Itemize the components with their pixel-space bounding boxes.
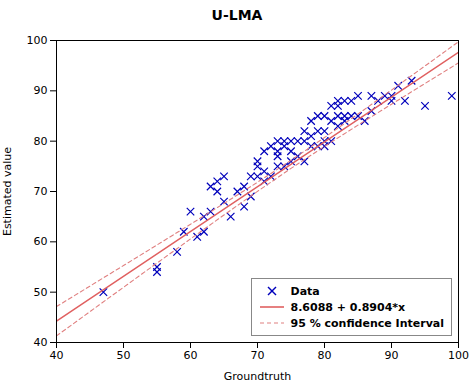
svg-text:100: 100 bbox=[448, 349, 469, 362]
svg-text:Estimated value: Estimated value bbox=[1, 147, 14, 236]
svg-text:90: 90 bbox=[385, 349, 399, 362]
svg-text:60: 60 bbox=[34, 235, 48, 248]
svg-text:40: 40 bbox=[34, 336, 48, 349]
svg-text:60: 60 bbox=[184, 349, 198, 362]
svg-text:70: 70 bbox=[251, 349, 265, 362]
svg-text:90: 90 bbox=[34, 84, 48, 97]
svg-text:40: 40 bbox=[50, 349, 64, 362]
html-text:95 % confidence Interval: 95 % confidence Interval bbox=[290, 316, 444, 330]
svg-text:50: 50 bbox=[117, 349, 131, 362]
svg-text:Groundtruth: Groundtruth bbox=[224, 370, 292, 383]
html-text:8.6088 + 0.8904*x: 8.6088 + 0.8904*x bbox=[290, 300, 406, 314]
svg-text:80: 80 bbox=[34, 135, 48, 148]
svg-text:70: 70 bbox=[34, 185, 48, 198]
html-text:U-LMA: U-LMA bbox=[211, 7, 263, 23]
svg-text:80: 80 bbox=[318, 349, 332, 362]
svg-text:100: 100 bbox=[27, 34, 48, 47]
html-text:Data: Data bbox=[290, 284, 320, 298]
svg-text:50: 50 bbox=[34, 286, 48, 299]
